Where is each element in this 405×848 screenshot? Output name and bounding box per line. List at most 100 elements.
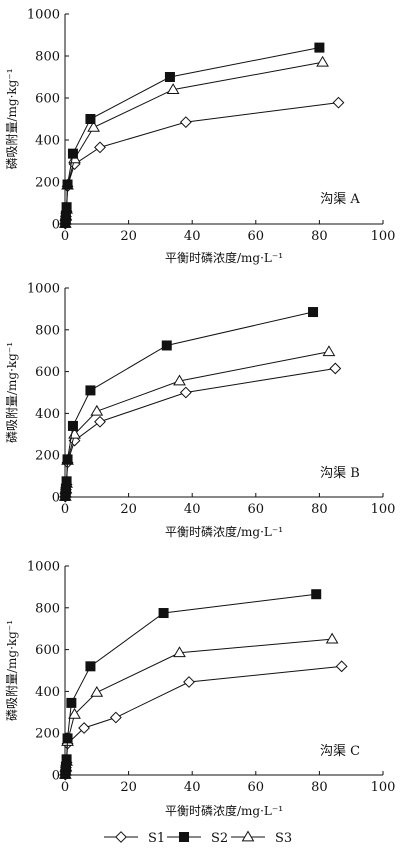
data-point-S1: [78, 722, 90, 734]
x-tick-label: 20: [120, 502, 137, 517]
y-tick-label: 800: [35, 601, 60, 616]
y-tick-label: 800: [35, 323, 60, 338]
legend-label-S2: S2: [211, 831, 228, 846]
chart-panel-3: 0 200 400 600 800 1000 0 20 40 60 80 100 平衡时磷浓度/mg·L…: [4, 560, 395, 819]
x-axis-title: 平衡时磷浓度/mg·L⁻¹: [165, 524, 283, 539]
y-tick-label: 0: [52, 218, 60, 233]
data-point-S1: [332, 96, 345, 109]
series-S1: [59, 660, 348, 781]
y-axis-title: 磷吸附量/mg·kg⁻¹: [4, 68, 19, 169]
legend: S1 S2 S3: [104, 830, 292, 846]
y-axis-title: 磷吸附量/mg·kg⁻¹: [4, 620, 19, 721]
x-tick-label: 0: [61, 502, 69, 517]
data-point-S2: [67, 148, 78, 159]
data-point-S3: [68, 707, 81, 719]
data-point-S1: [109, 711, 122, 724]
x-tick-label: 40: [184, 780, 201, 795]
data-point-S2: [85, 385, 96, 396]
series-S2: [60, 42, 325, 228]
x-tick-label: 100: [371, 780, 396, 795]
panel-label: 沟渠 B: [320, 466, 360, 481]
x-tick-label: 20: [120, 780, 137, 795]
data-point-S2: [85, 661, 96, 672]
chart-panel-2: 0 200 400 600 800 1000 0 20 40 60 80 100 平衡时磷浓度/mg·L…: [4, 282, 395, 540]
y-tick-label: 0: [52, 491, 60, 506]
series-S1: [59, 96, 345, 230]
series-line-S2: [64, 47, 320, 224]
y-tick-label: 200: [35, 727, 60, 742]
data-point-S2: [66, 697, 77, 708]
x-tick-label: 100: [371, 502, 396, 517]
data-point-S3: [322, 345, 336, 357]
data-point-S3: [173, 374, 186, 386]
x-tick-label: 40: [184, 502, 201, 517]
x-tick-label: 60: [248, 229, 265, 244]
series-S2: [60, 589, 322, 779]
series-S3: [58, 632, 339, 779]
data-point-S1: [179, 116, 192, 129]
data-point-S2: [164, 72, 175, 82]
data-point-S2: [158, 608, 169, 619]
data-point-S1: [94, 141, 106, 154]
panel-label: 沟渠 A: [320, 192, 360, 207]
data-point-S2: [161, 340, 172, 351]
x-tick-label: 60: [248, 502, 265, 517]
y-tick-label: 0: [52, 769, 60, 784]
x-tick-label: 40: [184, 229, 201, 244]
y-tick-label: 1000: [27, 282, 60, 297]
data-point-S1: [94, 415, 106, 428]
y-tick-label: 1000: [27, 8, 60, 23]
x-tick-label: 0: [61, 229, 69, 244]
x-axis-title: 平衡时磷浓度/mg·L⁻¹: [165, 250, 283, 265]
series-line-S3: [64, 61, 323, 224]
y-tick-label: 800: [35, 50, 60, 65]
legend-marker-S3: [241, 830, 255, 842]
data-point-S2: [61, 754, 72, 765]
series-line-S1: [64, 665, 342, 775]
series-S2: [60, 307, 319, 501]
x-tick-label: 80: [311, 502, 328, 517]
series-line-S3: [64, 638, 333, 775]
data-point-S2: [314, 42, 325, 53]
data-point-S2: [67, 420, 78, 431]
data-point-S2: [60, 210, 71, 221]
data-point-S3: [173, 646, 186, 658]
data-point-S2: [62, 179, 73, 190]
data-point-S3: [325, 632, 339, 644]
x-tick-label: 100: [371, 229, 396, 244]
y-tick-label: 600: [35, 643, 60, 658]
data-point-S2: [61, 202, 72, 213]
y-tick-label: 600: [35, 92, 60, 107]
data-point-S1: [183, 676, 195, 688]
data-point-S2: [62, 454, 73, 465]
y-tick-label: 1000: [27, 560, 60, 575]
legend-marker-S2: [179, 832, 189, 842]
data-point-S1: [179, 386, 192, 399]
y-axis-title: 磷吸附量/mg·kg⁻¹: [4, 342, 19, 443]
chart-panel-1: 0 200 400 600 800 1000 0 20 40 60 80 100 平衡时磷浓度/mg·L…: [4, 8, 395, 266]
y-tick-label: 400: [35, 407, 60, 422]
data-point-S3: [87, 120, 100, 132]
data-point-S2: [308, 307, 319, 318]
series-line-S3: [64, 351, 330, 497]
legend-label-S1: S1: [148, 831, 165, 846]
data-point-S2: [85, 114, 96, 124]
x-tick-label: 80: [311, 780, 328, 795]
y-tick-label: 200: [35, 449, 60, 464]
x-tick-label: 80: [311, 229, 328, 244]
data-point-S3: [90, 685, 104, 697]
data-point-S1: [329, 362, 342, 375]
data-point-S3: [166, 83, 180, 94]
y-tick-label: 200: [35, 176, 60, 191]
x-tick-label: 0: [61, 780, 69, 795]
panel-label: 沟渠 C: [320, 744, 360, 759]
data-point-S2: [61, 476, 72, 487]
series-line-S1: [64, 102, 339, 224]
series-line-S2: [64, 311, 314, 497]
y-tick-label: 400: [35, 134, 60, 149]
series-line-S1: [64, 367, 336, 497]
legend-label-S3: S3: [275, 831, 292, 846]
x-tick-label: 20: [120, 229, 137, 244]
x-axis-title: 平衡时磷浓度/mg·L⁻¹: [165, 803, 283, 818]
